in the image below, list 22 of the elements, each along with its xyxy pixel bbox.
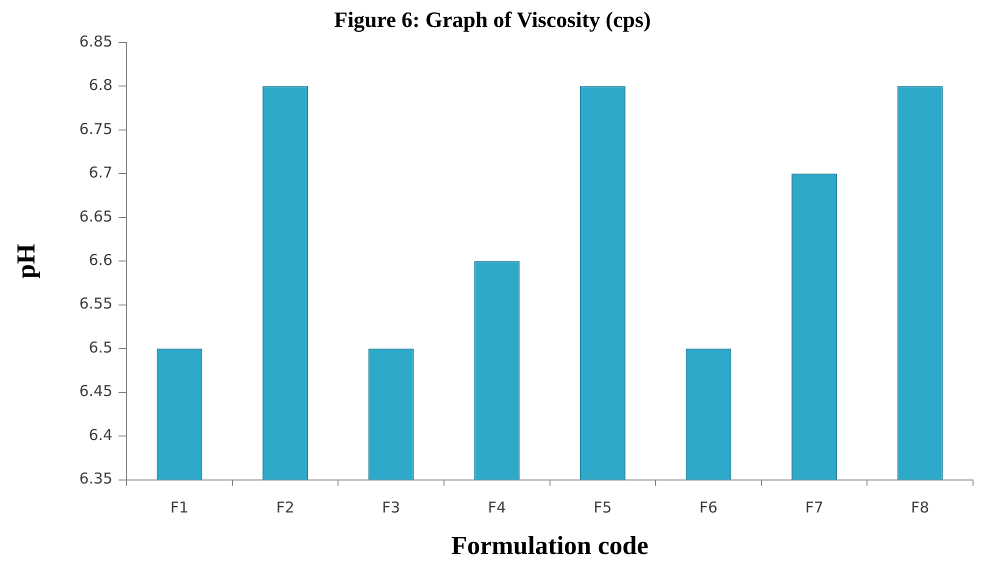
y-tick-label: 6.4 (88, 426, 113, 444)
y-tick-label: 6.7 (88, 164, 113, 182)
x-tick-label: F7 (805, 498, 824, 517)
x-tick-label: F6 (699, 498, 718, 517)
y-tick-label: 6.6 (88, 250, 113, 269)
y-tick-label: 6.75 (79, 120, 113, 138)
x-tick-label: F2 (276, 498, 294, 517)
y-tick-label: 6.5 (88, 338, 113, 356)
y-tick-label: 6.65 (79, 207, 113, 226)
x-tick-label: F4 (488, 498, 506, 517)
x-tick-label: F5 (594, 498, 612, 517)
y-tick-label: 6.45 (79, 382, 113, 400)
x-tick-label: F8 (911, 498, 930, 517)
y-tick-label: 6.85 (79, 32, 113, 50)
y-tick-label: 6.35 (79, 470, 113, 488)
x-axis-title: Formulation code (451, 531, 648, 560)
x-tick-label: F1 (170, 498, 189, 517)
y-axis-title: pH (11, 244, 40, 278)
y-tick-label: 6.8 (88, 76, 113, 94)
y-tick-label: 6.55 (79, 294, 113, 313)
x-tick-label: F3 (382, 498, 400, 517)
chart-title: Figure 6: Graph of Viscosity (cps) (334, 6, 651, 32)
